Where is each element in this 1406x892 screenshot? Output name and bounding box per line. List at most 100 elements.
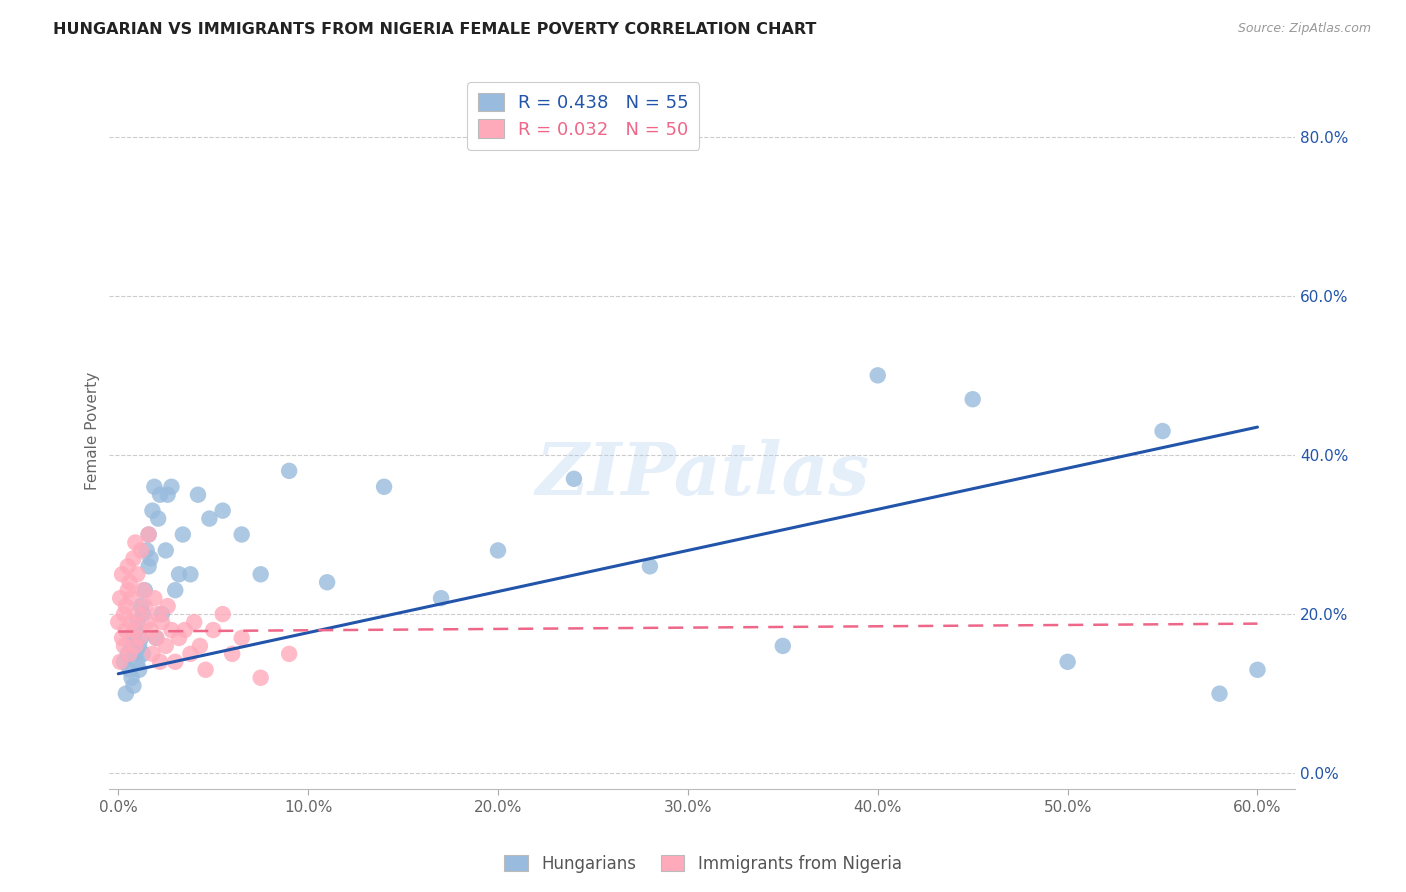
Point xyxy=(129,543,152,558)
Point xyxy=(111,567,134,582)
Point xyxy=(155,543,177,558)
Point xyxy=(146,607,169,621)
Point xyxy=(117,583,139,598)
Point xyxy=(373,480,395,494)
Point xyxy=(249,671,271,685)
Point xyxy=(128,639,150,653)
Point xyxy=(141,647,163,661)
Point xyxy=(127,567,149,582)
Point xyxy=(167,631,190,645)
Point xyxy=(132,607,155,621)
Point xyxy=(316,575,339,590)
Point xyxy=(139,623,162,637)
Point xyxy=(138,527,160,541)
Point xyxy=(962,392,984,407)
Point xyxy=(112,639,135,653)
Point xyxy=(127,655,149,669)
Point xyxy=(430,591,453,606)
Point xyxy=(188,639,211,653)
Point xyxy=(150,607,173,621)
Point xyxy=(167,567,190,582)
Point xyxy=(145,631,167,645)
Point xyxy=(156,599,179,614)
Point xyxy=(128,631,150,645)
Text: Source: ZipAtlas.com: Source: ZipAtlas.com xyxy=(1237,22,1371,36)
Point xyxy=(121,615,143,629)
Point xyxy=(124,639,146,653)
Point xyxy=(638,559,661,574)
Y-axis label: Female Poverty: Female Poverty xyxy=(86,372,100,491)
Point xyxy=(129,631,152,645)
Point xyxy=(1152,424,1174,438)
Point xyxy=(115,599,138,614)
Point xyxy=(117,647,139,661)
Point xyxy=(135,543,157,558)
Point xyxy=(143,591,166,606)
Point xyxy=(112,607,135,621)
Point xyxy=(155,639,177,653)
Point xyxy=(156,488,179,502)
Point xyxy=(278,647,301,661)
Point xyxy=(146,511,169,525)
Point xyxy=(118,647,141,661)
Text: ZIPatlas: ZIPatlas xyxy=(536,439,869,509)
Point xyxy=(1208,687,1230,701)
Point xyxy=(772,639,794,653)
Point xyxy=(118,575,141,590)
Point xyxy=(183,615,205,629)
Point xyxy=(179,647,201,661)
Point xyxy=(211,503,233,517)
Point xyxy=(179,567,201,582)
Point xyxy=(134,599,156,614)
Point xyxy=(121,671,143,685)
Point xyxy=(149,655,172,669)
Point xyxy=(138,559,160,574)
Point xyxy=(117,559,139,574)
Point xyxy=(187,488,209,502)
Legend: Hungarians, Immigrants from Nigeria: Hungarians, Immigrants from Nigeria xyxy=(498,848,908,880)
Point xyxy=(112,655,135,669)
Point xyxy=(122,679,145,693)
Point xyxy=(141,503,163,517)
Point xyxy=(124,535,146,549)
Point xyxy=(173,623,195,637)
Point xyxy=(211,607,233,621)
Point xyxy=(198,511,221,525)
Point xyxy=(118,663,141,677)
Point xyxy=(160,480,183,494)
Point xyxy=(278,464,301,478)
Point xyxy=(132,647,155,661)
Point xyxy=(122,631,145,645)
Point xyxy=(172,527,194,541)
Point xyxy=(124,623,146,637)
Point xyxy=(135,615,157,629)
Point xyxy=(139,551,162,566)
Point xyxy=(107,615,129,629)
Point xyxy=(562,472,585,486)
Point xyxy=(160,623,183,637)
Point xyxy=(124,647,146,661)
Point xyxy=(122,623,145,637)
Point xyxy=(249,567,271,582)
Point xyxy=(202,623,225,637)
Legend: R = 0.438   N = 55, R = 0.032   N = 50: R = 0.438 N = 55, R = 0.032 N = 50 xyxy=(467,82,699,150)
Point xyxy=(134,583,156,598)
Point xyxy=(1246,663,1268,677)
Point xyxy=(145,631,167,645)
Point xyxy=(115,623,138,637)
Point xyxy=(127,615,149,629)
Point xyxy=(149,488,172,502)
Point xyxy=(111,631,134,645)
Point xyxy=(231,527,253,541)
Point xyxy=(132,583,155,598)
Point xyxy=(108,591,131,606)
Point xyxy=(115,687,138,701)
Point xyxy=(165,655,187,669)
Point xyxy=(121,591,143,606)
Point xyxy=(150,615,173,629)
Point xyxy=(866,368,889,383)
Point xyxy=(127,607,149,621)
Point xyxy=(486,543,509,558)
Point xyxy=(138,527,160,541)
Point xyxy=(143,480,166,494)
